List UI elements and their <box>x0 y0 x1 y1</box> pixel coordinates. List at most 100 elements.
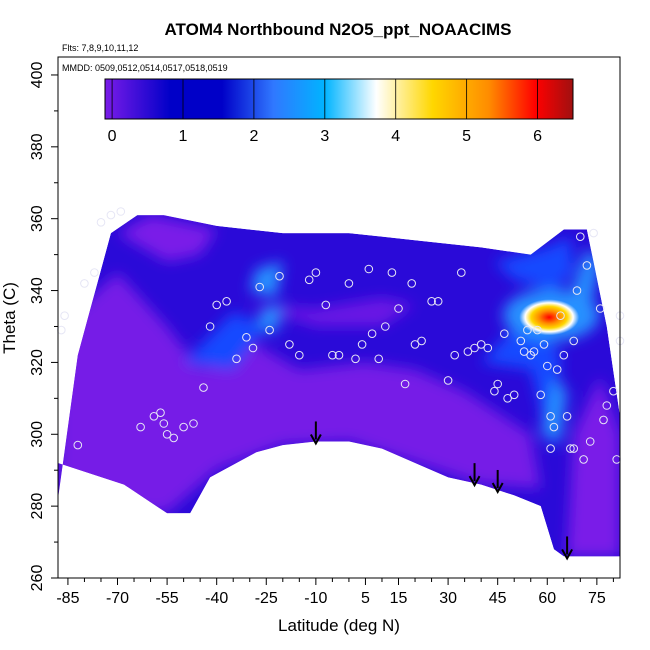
observation-point <box>609 386 618 396</box>
observation-point <box>572 286 582 295</box>
medium-region-upper <box>494 236 574 291</box>
observation-point <box>285 340 294 349</box>
observation-point <box>222 297 231 306</box>
x-tick-label: 30 <box>439 590 457 607</box>
observation-point <box>476 340 486 349</box>
observation-point <box>582 261 592 270</box>
observation-point <box>367 329 377 339</box>
observation-point <box>394 304 403 313</box>
x-tick-label: 5 <box>361 590 370 607</box>
observation-point <box>189 419 198 428</box>
observation-point <box>321 300 331 310</box>
observation-point <box>443 376 453 385</box>
dates-note: MMDD: 0509,0512,0514,0517,0518,0519 <box>62 63 228 73</box>
surface-arrow <box>561 536 573 561</box>
observation-point <box>242 333 251 342</box>
observation-point <box>381 322 390 331</box>
observation-point <box>351 354 360 364</box>
colorbar-tick-label: 2 <box>249 128 258 145</box>
observation-point <box>199 383 208 392</box>
colorbar-tick-label: 3 <box>320 128 329 145</box>
observation-point <box>483 343 493 353</box>
observation-point <box>546 412 555 421</box>
y-tick-label: 400 <box>29 62 46 89</box>
observation-point <box>562 412 572 421</box>
plot-frame <box>57 56 621 579</box>
x-tick-label: -10 <box>304 590 327 607</box>
y-tick-label: 280 <box>29 493 46 520</box>
low-region-mid <box>249 297 415 327</box>
observation-point <box>566 444 575 453</box>
observation-point <box>90 268 99 277</box>
observation-point <box>156 408 165 418</box>
observation-point <box>602 401 612 410</box>
colorbar-tick-label: 0 <box>108 128 117 145</box>
observation-point <box>179 422 188 432</box>
colorbar-bar <box>104 78 574 120</box>
observation-point <box>539 340 549 349</box>
arrow-head <box>309 433 322 446</box>
observation-point <box>407 279 417 288</box>
observation-point <box>450 350 460 360</box>
x-tick-label: 60 <box>538 590 556 607</box>
observation-point <box>205 322 215 331</box>
surface-arrow <box>468 463 481 488</box>
surface-arrow <box>309 421 322 446</box>
observation-point <box>374 354 384 364</box>
high-region-a <box>249 261 283 298</box>
plot-area <box>58 215 620 557</box>
observation-point <box>490 386 499 396</box>
observation-point <box>549 422 559 432</box>
x-tick-label: 45 <box>489 590 507 607</box>
x-tick-label: 15 <box>390 590 408 607</box>
y-tick-label: 340 <box>29 277 46 304</box>
observation-point <box>162 430 172 439</box>
y-tick-label: 360 <box>29 205 46 232</box>
x-tick-label: -70 <box>106 590 129 607</box>
y-tick-label: 380 <box>29 133 46 160</box>
observation-point <box>60 311 69 321</box>
x-tick-label: 75 <box>588 590 606 607</box>
chart-title: ATOM4 Northbound N2O5_ppt_NOAACIMS <box>165 20 512 39</box>
observation-point <box>503 394 512 403</box>
observation-point <box>311 268 321 277</box>
observation-point <box>334 350 344 360</box>
observation-point <box>149 412 159 421</box>
field <box>58 215 620 557</box>
observation-point <box>265 325 274 335</box>
observation-point <box>579 455 588 464</box>
observation-point <box>357 340 367 349</box>
observation-point <box>159 419 169 428</box>
observation-points <box>57 207 625 464</box>
low-region-top <box>117 215 217 262</box>
observation-point <box>519 347 529 356</box>
colorbar: 0 1 2 3 4 5 6 <box>104 78 574 145</box>
observation-point <box>96 218 106 227</box>
observation-point <box>387 268 397 277</box>
observation-point <box>493 379 503 389</box>
observation-point <box>529 347 539 356</box>
observation-point <box>80 279 89 288</box>
observation-point <box>304 275 314 285</box>
observation-point <box>364 264 374 274</box>
surface-arrows <box>309 421 573 561</box>
observation-point <box>136 422 145 432</box>
colorbar-tick-label: 6 <box>533 128 542 145</box>
observation-point <box>576 232 585 241</box>
colorbar-tick-label: 1 <box>179 128 188 145</box>
observation-point <box>543 361 552 371</box>
observation-point <box>585 437 595 446</box>
observation-point <box>427 297 436 306</box>
hotspot <box>519 299 580 336</box>
y-tick-label: 300 <box>29 421 46 448</box>
colorbar-tick-label: 5 <box>462 128 471 145</box>
observation-point <box>536 390 546 400</box>
observation-point <box>463 347 473 356</box>
observation-point <box>500 329 509 339</box>
x-tick-label: -55 <box>156 590 179 607</box>
arrow-head <box>468 475 481 488</box>
observation-point <box>417 336 426 346</box>
observation-point <box>295 350 304 360</box>
y-tick-label: 320 <box>29 349 46 376</box>
